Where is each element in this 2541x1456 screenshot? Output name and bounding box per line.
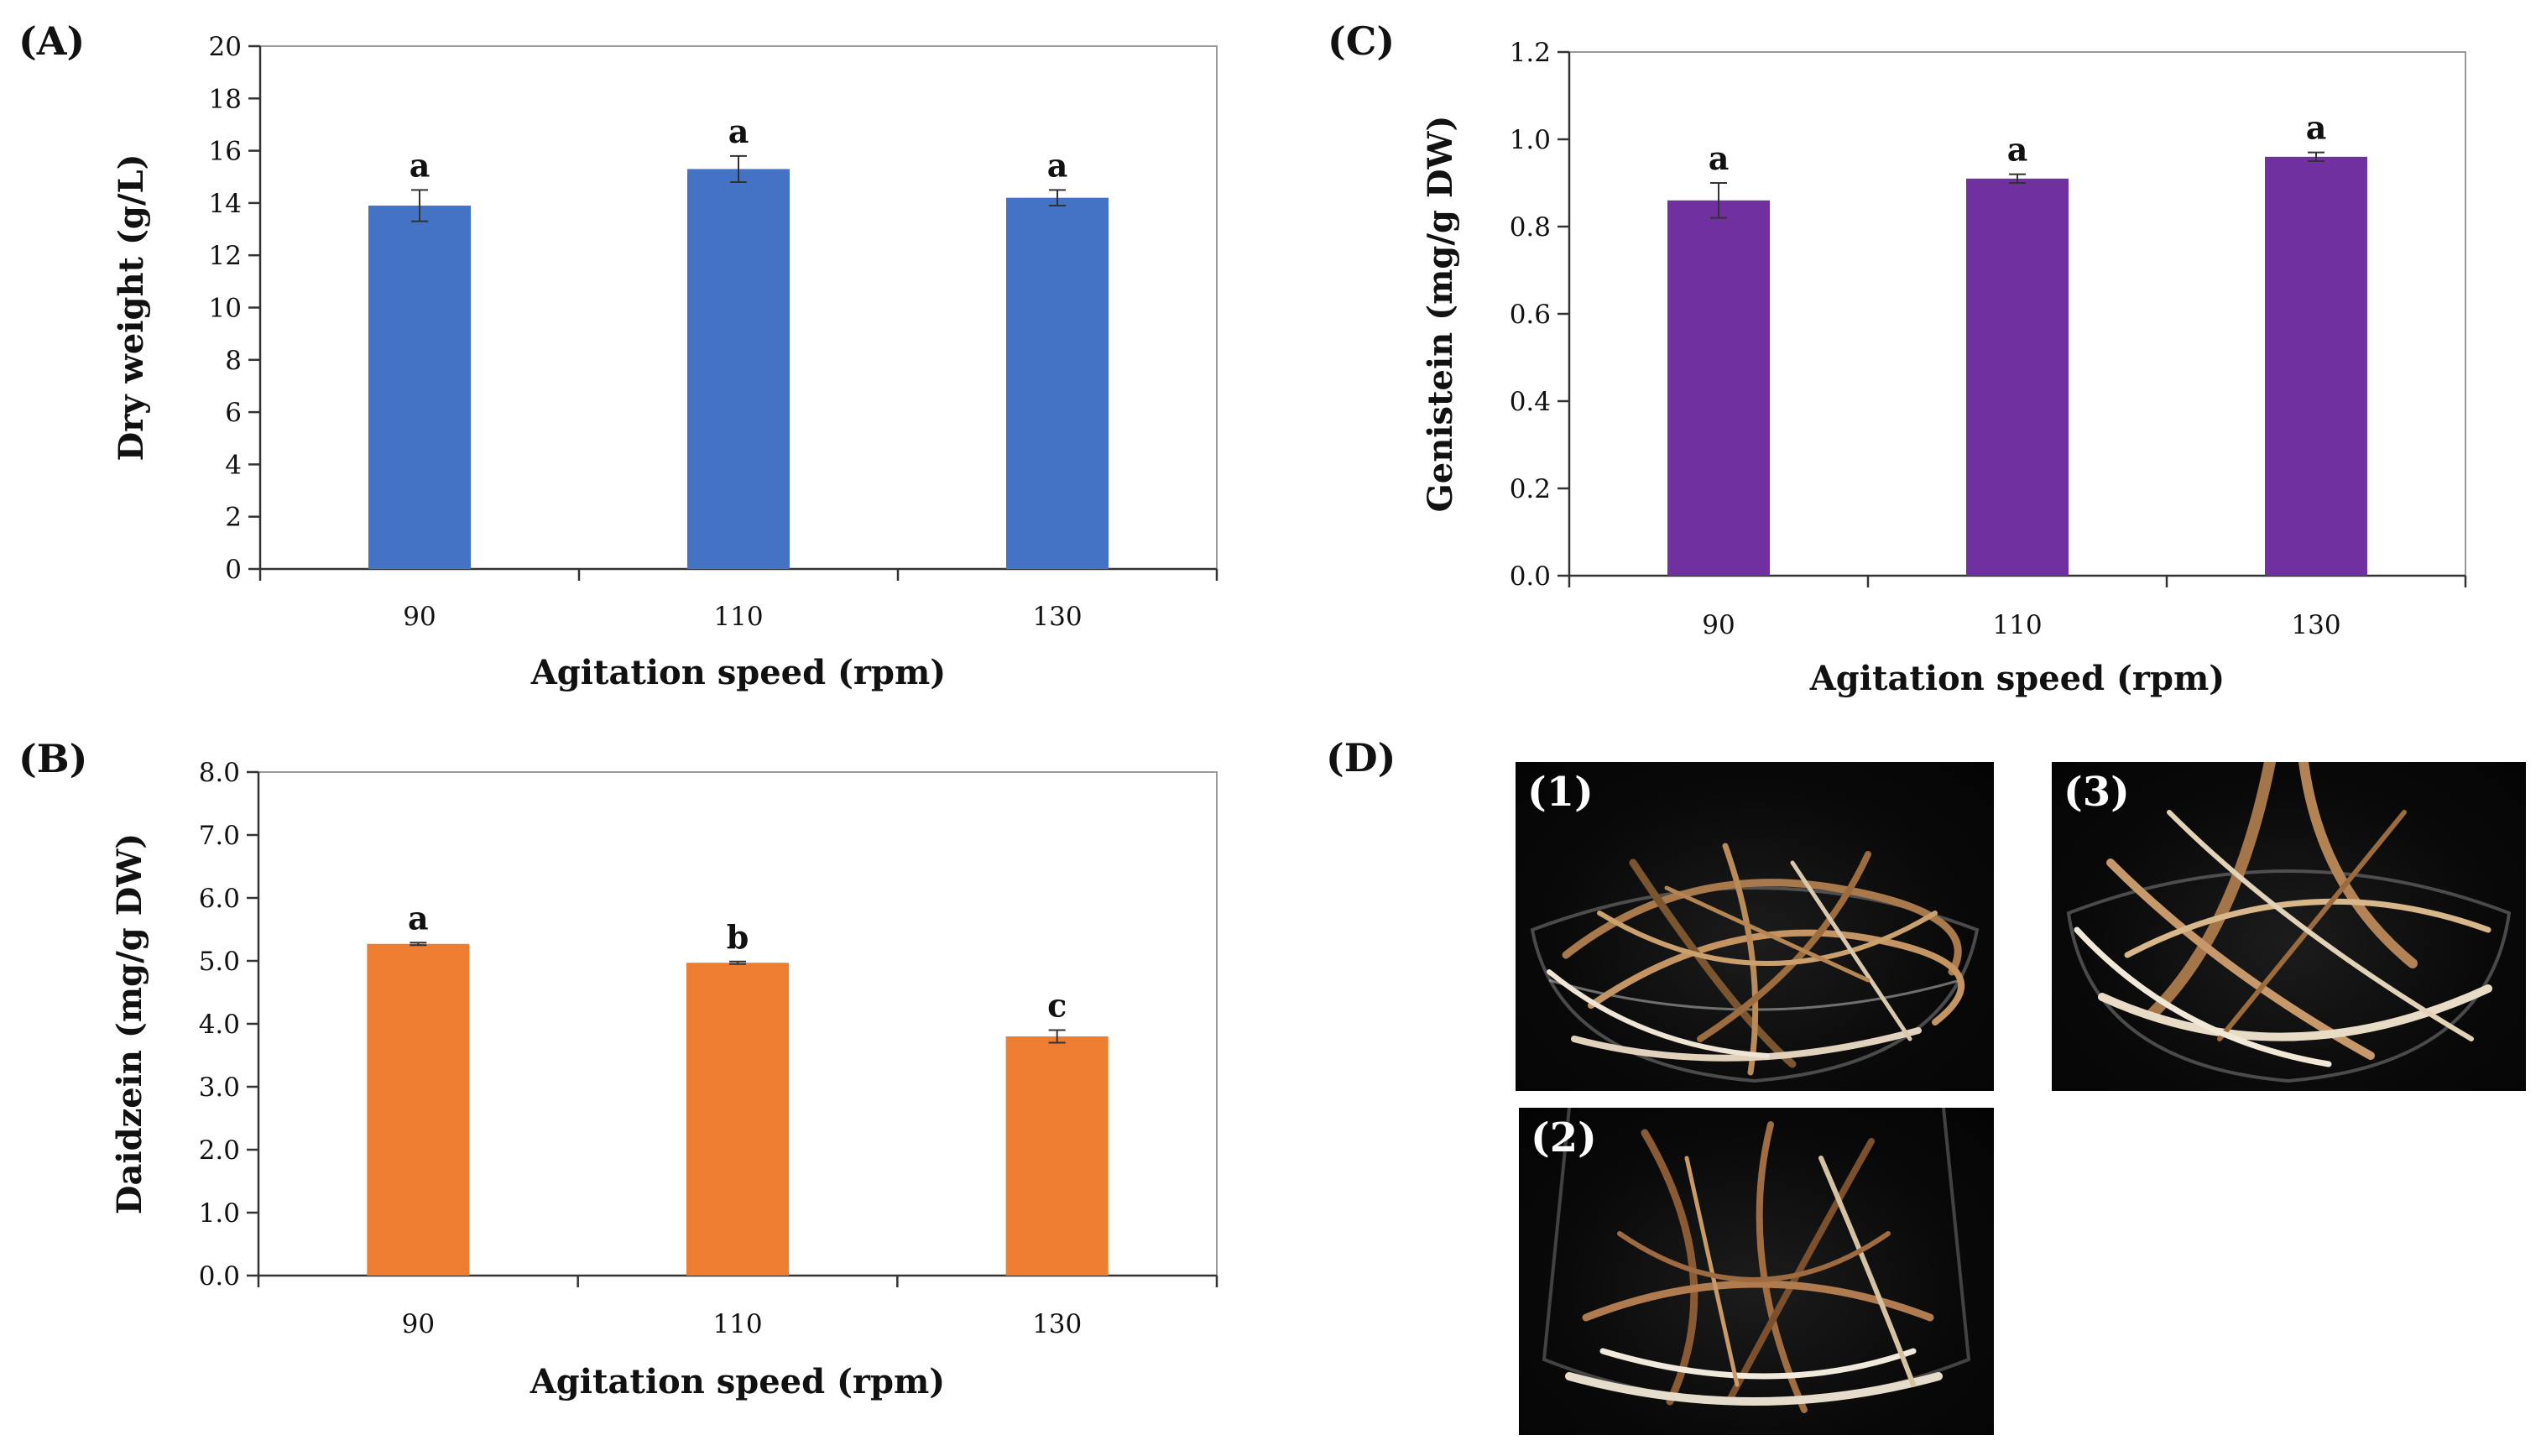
significance-label-b-110: b (727, 918, 749, 956)
x-tick-label-a-130: 130 (1032, 602, 1082, 632)
y-tick-label-b: 2.0 (199, 1135, 240, 1166)
y-tick-label-a: 16 (209, 137, 242, 167)
y-tick-label-c: 0.6 (1510, 300, 1551, 330)
y-tick-label-b: 1.0 (199, 1198, 240, 1229)
bar-a-110 (687, 169, 790, 569)
x-tick-label-a-90: 90 (403, 602, 436, 632)
y-tick-label-c: 0.8 (1510, 212, 1551, 243)
panel-label-a: (A) (18, 18, 85, 64)
bar-a-90 (368, 206, 471, 569)
significance-label-c-110: a (2007, 131, 2028, 169)
y-tick-label-c: 0.2 (1510, 474, 1551, 504)
y-tick-label-b: 0.0 (199, 1261, 240, 1292)
x-tick-label-c-110: 110 (1992, 610, 2042, 640)
bar-b-110 (686, 963, 789, 1276)
photo-tag-1: (1) (1527, 769, 1594, 816)
significance-label-a-90: a (410, 146, 430, 184)
significance-label-c-90: a (1709, 139, 1730, 177)
significance-label-b-130: c (1047, 987, 1067, 1025)
bar-b-130 (1005, 1036, 1109, 1276)
bar-b-90 (367, 943, 470, 1276)
x-axis-title-c: Agitation speed (rpm) (1809, 659, 2225, 698)
y-axis-title-a: Dry weight (g/L) (112, 154, 151, 461)
significance-label-b-90: a (408, 899, 429, 937)
y-tick-label-a: 6 (225, 398, 242, 428)
chart-c: (C) 0.0 0.2 0.4 0.6 0.8 1.0 1.2 a 90 a 110 a 130 Agita… (1328, 18, 2467, 698)
bar-c-130 (2265, 156, 2367, 577)
y-tick-label-a: 18 (209, 84, 242, 114)
y-tick-label-b: 7.0 (199, 821, 240, 851)
y-tick-label-c: 0.4 (1510, 387, 1551, 417)
chart-b: (B) 0.0 1.0 2.0 3.0 4.0 5.0 6.0 7.0 8.0 a 90 b 110 c 13… (18, 736, 1218, 1401)
y-tick-label-b: 3.0 (199, 1072, 240, 1103)
roots-image-3 (2066, 762, 2512, 1083)
bar-c-90 (1667, 200, 1770, 577)
y-tick-label-a: 2 (225, 503, 242, 533)
y-tick-label-b: 6.0 (199, 884, 240, 914)
roots-image-2 (1542, 1108, 1971, 1413)
photo-tag-3: (3) (2064, 769, 2130, 816)
flask-photo-1: (1) (1516, 762, 1994, 1091)
y-axis-title-b: Daidzein (mg/g DW) (110, 833, 149, 1214)
y-tick-label-a: 10 (209, 294, 242, 324)
x-axis-title-b: Agitation speed (rpm) (530, 1362, 945, 1401)
panel-label-d: (D) (1326, 735, 1396, 780)
significance-label-a-130: a (1047, 146, 1068, 184)
x-axis-title-a: Agitation speed (rpm) (530, 653, 946, 692)
y-tick-label-a: 8 (225, 346, 242, 376)
chart-a: (A) 0 2 4 6 8 10 12 14 16 18 20 a 90 a 110 a 130 Agitation… (18, 18, 1218, 692)
y-tick-label-b: 5.0 (199, 947, 240, 977)
photo-tag-2: (2) (1531, 1114, 1597, 1161)
flask-photo-2: (2) (1519, 1108, 1994, 1435)
x-tick-label-c-130: 130 (2291, 610, 2340, 640)
bar-a-130 (1006, 197, 1109, 570)
bar-c-110 (1966, 178, 2069, 577)
y-tick-label-c: 1.0 (1510, 125, 1551, 155)
x-tick-label-c-90: 90 (1702, 610, 1735, 640)
y-tick-label-a: 0 (225, 555, 242, 585)
x-tick-label-b-110: 110 (712, 1309, 762, 1339)
y-tick-label-a: 4 (225, 450, 242, 480)
x-tick-label-a-110: 110 (713, 602, 763, 632)
y-tick-label-a: 20 (209, 32, 242, 62)
y-tick-label-a: 12 (209, 241, 242, 271)
flask-photo-3: (3) (2052, 762, 2526, 1091)
y-tick-label-b: 4.0 (199, 1010, 240, 1040)
panel-label-b: (B) (18, 736, 87, 781)
significance-label-a-110: a (728, 112, 749, 150)
y-tick-label-c: 1.2 (1510, 38, 1551, 68)
x-tick-label-b-130: 130 (1032, 1309, 1082, 1339)
x-tick-label-b-90: 90 (402, 1309, 435, 1339)
y-axis-title-c: Genistein (mg/g DW) (1421, 116, 1460, 513)
y-tick-label-a: 14 (209, 189, 242, 219)
significance-label-c-130: a (2306, 109, 2327, 147)
y-tick-label-c: 0.0 (1510, 561, 1551, 592)
y-tick-label-b: 8.0 (199, 758, 240, 788)
panel-label-c: (C) (1328, 18, 1395, 64)
roots-image-1 (1530, 843, 1980, 1083)
